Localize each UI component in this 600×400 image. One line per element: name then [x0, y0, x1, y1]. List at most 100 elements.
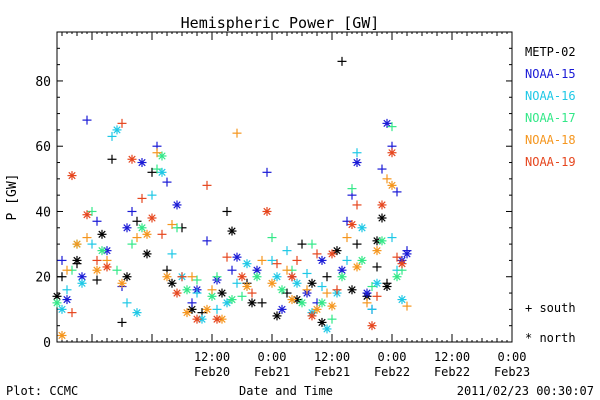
x-tick-date-label: Feb21 [314, 365, 350, 379]
north-marker [212, 314, 222, 324]
south-marker [352, 239, 362, 249]
north-marker [127, 154, 137, 164]
south-marker [157, 229, 167, 239]
south-marker [282, 265, 292, 275]
north-marker [97, 246, 107, 256]
south-marker [387, 233, 397, 243]
north-marker [337, 272, 347, 282]
north-marker [307, 278, 317, 288]
north-marker [327, 301, 337, 311]
south-marker [342, 255, 352, 265]
x-axis-label: Date and Time [239, 384, 333, 398]
north-marker [97, 229, 107, 239]
north-marker [62, 295, 72, 305]
north-marker [332, 246, 342, 256]
north-marker [102, 262, 112, 272]
south-marker [132, 216, 142, 226]
north-marker [307, 311, 317, 321]
south-marker [212, 272, 222, 282]
legend-item: NOAA-18 [525, 133, 576, 147]
south-marker [282, 288, 292, 298]
south-marker [342, 216, 352, 226]
north-marker [327, 249, 337, 259]
south-marker [227, 265, 237, 275]
north-marker [272, 272, 282, 282]
north-marker [122, 223, 132, 233]
south-marker [292, 255, 302, 265]
south-marker [112, 265, 122, 275]
south-marker [167, 220, 177, 230]
south-marker [362, 298, 372, 308]
south-marker [92, 275, 102, 285]
north-marker [377, 236, 387, 246]
south-marker [382, 174, 392, 184]
legend-item: METP-02 [525, 45, 576, 59]
south-marker [302, 285, 312, 295]
data-markers [52, 56, 412, 340]
south-marker [117, 118, 127, 128]
north-marker [77, 272, 87, 282]
north-marker [367, 321, 377, 331]
y-tick-label: 40 [35, 205, 51, 220]
south-marker [267, 233, 277, 243]
north-marker [142, 229, 152, 239]
x-axis: 12:00Feb200:00Feb2112:00Feb210:00Feb2212… [56, 32, 530, 379]
south-marker [92, 255, 102, 265]
north-marker [167, 278, 177, 288]
north-marker [227, 226, 237, 236]
south-marker [272, 259, 282, 269]
north-marker [57, 304, 67, 314]
south-marker [67, 308, 77, 318]
south-marker [392, 252, 402, 262]
south-marker [202, 180, 212, 190]
south-marker [222, 252, 232, 262]
south-marker [372, 291, 382, 301]
north-marker [67, 171, 77, 181]
south-marker [187, 272, 197, 282]
legend-item: NOAA-15 [525, 67, 576, 81]
south-marker [107, 131, 117, 141]
north-marker [402, 249, 412, 259]
legend: METP-02 NOAA-15 NOAA-16 NOAA-17 NOAA-18 NOAA-… [525, 45, 576, 169]
south-marker [232, 128, 242, 138]
north-marker [357, 223, 367, 233]
north-marker [372, 278, 382, 288]
south-marker [312, 249, 322, 259]
south-marker [132, 233, 142, 243]
north-marker [317, 317, 327, 327]
marker-legend-item: * north [525, 331, 576, 345]
south-marker [162, 177, 172, 187]
south-marker [402, 301, 412, 311]
north-marker [202, 304, 212, 314]
north-marker [262, 206, 272, 216]
south-marker [117, 317, 127, 327]
south-marker [392, 187, 402, 197]
south-marker [337, 56, 347, 66]
north-marker [227, 295, 237, 305]
north-marker [132, 308, 142, 318]
north-marker [222, 298, 232, 308]
south-marker [262, 167, 272, 177]
y-tick-label: 20 [35, 271, 51, 286]
north-marker [217, 288, 227, 298]
south-marker [192, 275, 202, 285]
south-marker [237, 291, 247, 301]
north-marker [57, 330, 67, 340]
north-marker [162, 272, 172, 282]
south-marker [257, 255, 267, 265]
south-marker [127, 206, 137, 216]
north-marker [362, 288, 372, 298]
south-marker [347, 184, 357, 194]
y-axis-label: P [GW] [5, 174, 20, 221]
north-marker [272, 311, 282, 321]
north-marker [192, 314, 202, 324]
south-marker [82, 115, 92, 125]
north-marker [72, 255, 82, 265]
north-marker [322, 324, 332, 334]
north-marker [242, 282, 252, 292]
legend-item: NOAA-16 [525, 89, 576, 103]
south-marker [322, 272, 332, 282]
south-marker [152, 148, 162, 158]
south-marker [307, 239, 317, 249]
north-marker [387, 148, 397, 158]
